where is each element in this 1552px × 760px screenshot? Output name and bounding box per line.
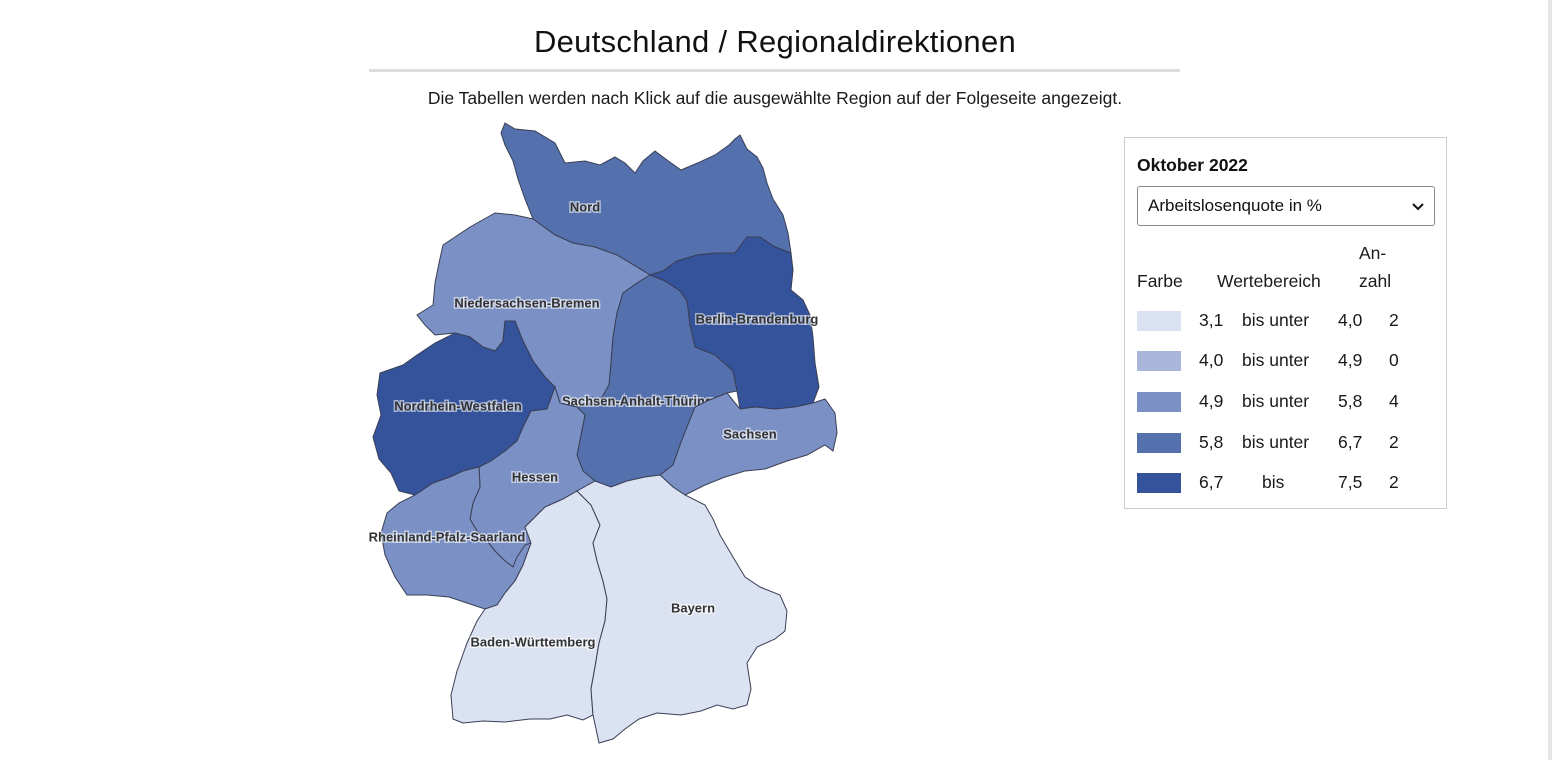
legend-header-count-line2: zahl (1359, 271, 1392, 291)
legend-op: bis unter (1242, 391, 1310, 411)
region-baden-wuerttemberg[interactable]: Baden-Württemberg (450, 490, 608, 724)
legend-swatch (1137, 473, 1181, 493)
legend-header-color: Farbe (1137, 271, 1183, 291)
legend-op: bis (1262, 472, 1285, 492)
region-bayern-shape[interactable] (576, 474, 788, 744)
region-berlin-brandenburg-label: Berlin-Brandenburg (696, 311, 819, 326)
legend-from: 4,9 (1199, 391, 1224, 411)
region-bayern-label: Bayern (671, 600, 715, 615)
title-divider (369, 69, 1180, 72)
legend-op: bis unter (1242, 350, 1310, 370)
legend-count: 4 (1389, 391, 1399, 411)
metric-select-value: Arbeitslosenquote in % (1148, 196, 1322, 215)
legend-header-count-line1: An- (1359, 243, 1387, 263)
region-sachsen-label: Sachsen (723, 426, 777, 441)
legend-op: bis unter (1242, 432, 1310, 452)
instruction-text: Die Tabellen werden nach Klick auf die a… (427, 88, 1123, 108)
germany-region-map: Nord Niedersachsen-Bremen Berlin-Branden… (355, 115, 845, 750)
legend-count: 0 (1389, 350, 1399, 370)
legend-from: 3,1 (1199, 310, 1224, 330)
region-hessen[interactable]: Hessen (469, 385, 596, 568)
legend-op: bis unter (1242, 310, 1310, 330)
region-nord-label: Nord (570, 199, 600, 214)
region-niedersachsen-bremen-label: Niedersachsen-Bremen (454, 295, 599, 310)
legend-swatch (1137, 311, 1181, 331)
region-baden-wuerttemberg-label: Baden-Württemberg (471, 634, 596, 649)
legend-swatch (1137, 392, 1181, 412)
legend-row: 4,9 bis unter 5,8 4 (1137, 391, 1437, 413)
chevron-down-icon (1412, 196, 1424, 216)
region-sachsen-anhalt-thueringen-label: Sachsen-Anhalt-Thüringen (562, 393, 728, 408)
legend-period: Oktober 2022 (1137, 155, 1248, 175)
legend-from: 5,8 (1199, 432, 1224, 452)
legend-row: 3,1 bis unter 4,0 2 (1137, 310, 1437, 332)
region-sachsen-anhalt-thueringen[interactable]: Sachsen-Anhalt-Thüringen (560, 274, 738, 488)
legend-header-range: Wertebereich (1217, 271, 1321, 291)
region-nordrhein-westfalen-label: Nordrhein-Westfalen (394, 398, 522, 413)
page-scrollbar-track[interactable] (1548, 0, 1552, 760)
map-legend: Oktober 2022 Arbeitslosenquote in % Farb… (1124, 137, 1447, 509)
legend-to: 6,7 (1338, 432, 1363, 452)
page-title: Deutschland / Regionaldirektionen (533, 24, 1017, 59)
legend-count: 2 (1389, 472, 1399, 492)
legend-from: 6,7 (1199, 472, 1224, 492)
legend-row: 6,7 bis 7,5 2 (1137, 472, 1437, 494)
region-rheinland-pfalz-saarland-label: Rheinland-Pfalz-Saarland (369, 529, 526, 544)
legend-count: 2 (1389, 432, 1399, 452)
legend-row: 5,8 bis unter 6,7 2 (1137, 432, 1437, 454)
region-nordrhein-westfalen[interactable]: Nordrhein-Westfalen (372, 320, 556, 496)
region-hessen-label: Hessen (512, 469, 558, 484)
legend-to: 5,8 (1338, 391, 1363, 411)
legend-swatch (1137, 433, 1181, 453)
legend-count: 2 (1389, 310, 1399, 330)
legend-swatch (1137, 351, 1181, 371)
legend-from: 4,0 (1199, 350, 1224, 370)
metric-select[interactable]: Arbeitslosenquote in % (1137, 186, 1435, 226)
region-niedersachsen-bremen[interactable]: Niedersachsen-Bremen (416, 212, 651, 408)
legend-to: 7,5 (1338, 472, 1363, 492)
legend-row: 4,0 bis unter 4,9 0 (1137, 350, 1437, 372)
legend-to: 4,9 (1338, 350, 1363, 370)
region-bayern[interactable]: Bayern (576, 474, 788, 744)
legend-to: 4,0 (1338, 310, 1363, 330)
